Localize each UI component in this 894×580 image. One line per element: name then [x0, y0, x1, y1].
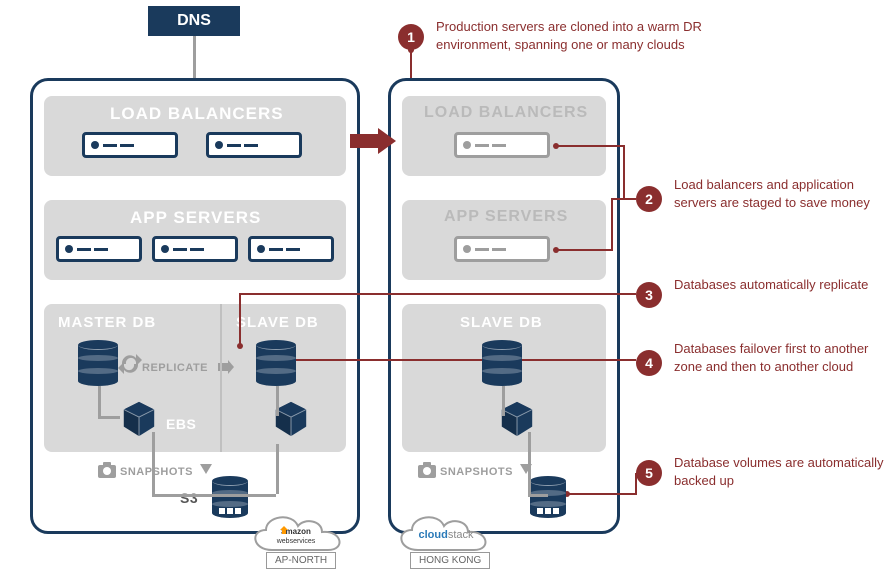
snapshots-label-right: SNAPSHOTS — [440, 466, 513, 478]
right-lb-server-0 — [454, 132, 550, 158]
connector — [98, 416, 120, 419]
connector — [98, 386, 101, 416]
left-slave-db-icon — [256, 340, 296, 386]
conn-dns-region — [193, 36, 196, 78]
dns-box: DNS — [148, 6, 240, 36]
connector — [276, 386, 279, 416]
db-divider — [220, 304, 222, 452]
right-slave-db-label: SLAVE DB — [460, 314, 543, 331]
chevron-down-icon — [200, 464, 212, 476]
right-app-title: APP SERVERS — [444, 208, 568, 226]
ebs-label: EBS — [166, 416, 196, 432]
callout-num-4: 4 — [636, 350, 662, 376]
left-slave-db-label: SLAVE DB — [236, 314, 319, 331]
callout-text-5: Database volumes are automatically backe… — [674, 454, 884, 489]
left-app-server-1 — [152, 236, 238, 262]
camera-icon-left — [98, 462, 116, 478]
s3-bucket-icon — [212, 476, 248, 518]
replicate-label: REPLICATE — [142, 362, 208, 374]
cloudstack-brand-text: cloudstack — [418, 529, 474, 541]
master-db-icon — [78, 340, 118, 386]
snapshots-label-left: SNAPSHOTS — [120, 466, 193, 478]
right-app-server-0 — [454, 236, 550, 262]
right-storage-icon — [530, 476, 566, 518]
callout-text-1: Production servers are cloned into a war… — [436, 18, 736, 53]
left-app-title: APP SERVERS — [130, 208, 261, 228]
aws-region-label: AP-NORTH — [266, 552, 336, 569]
connector — [152, 494, 216, 497]
callout-num-1: 1 — [398, 24, 424, 50]
clone-arrow-icon — [350, 128, 396, 154]
right-slave-db-icon — [482, 340, 522, 386]
right-lb-title: LOAD BALANCERS — [424, 104, 588, 122]
left-app-server-2 — [248, 236, 334, 262]
dns-label: DNS — [177, 12, 211, 30]
callout-text-3: Databases automatically replicate — [674, 276, 884, 294]
callout-num-3: 3 — [636, 282, 662, 308]
callout-num-5: 5 — [636, 460, 662, 486]
cloud-cloudstack-icon: cloudstack — [388, 510, 508, 556]
connector — [528, 432, 531, 494]
camera-icon-right — [418, 462, 436, 478]
callout-text-2: Load balancers and application servers a… — [674, 176, 884, 211]
connector — [502, 386, 505, 416]
left-lb-title: LOAD BALANCERS — [110, 104, 284, 124]
callout-text-4: Databases failover first to another zone… — [674, 340, 884, 375]
cloud-aws-icon: amazon webservices — [242, 510, 362, 556]
left-app-server-0 — [56, 236, 142, 262]
left-lb-server-1 — [206, 132, 302, 158]
cs-region-label: HONG KONG — [410, 552, 490, 569]
left-master-db-label: MASTER DB — [58, 314, 156, 331]
connector — [276, 444, 279, 494]
aws-brand-sub: webservices — [276, 538, 316, 545]
left-lb-server-0 — [82, 132, 178, 158]
callout-num-2: 2 — [636, 186, 662, 212]
connector — [216, 494, 276, 497]
s3-label: S3 — [180, 490, 198, 506]
connector — [528, 494, 548, 497]
connector — [152, 432, 155, 494]
replicate-icon — [118, 352, 142, 376]
